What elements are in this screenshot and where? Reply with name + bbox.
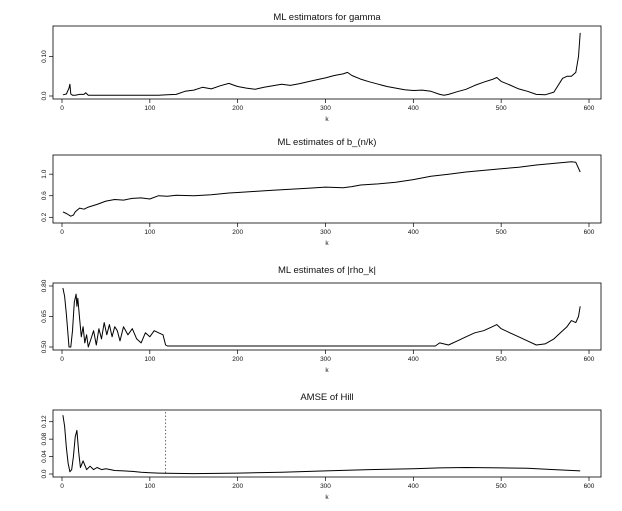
x-tick-label: 600 xyxy=(584,483,595,490)
y-tick-label: 0.12 xyxy=(41,415,48,428)
chart-title: ML estimates of b_(n/k) xyxy=(278,137,377,148)
y-tick-label: 0.0 xyxy=(41,469,48,478)
x-tick-label: 200 xyxy=(232,229,243,236)
x-tick-label: 100 xyxy=(144,105,155,112)
x-tick-label: 500 xyxy=(496,229,507,236)
y-tick-label: 0.80 xyxy=(41,279,48,292)
x-tick-label: 0 xyxy=(60,229,64,236)
x-tick-label: 0 xyxy=(60,356,64,363)
plot-frame xyxy=(52,154,602,224)
y-tick-label: 0.65 xyxy=(41,310,48,323)
x-tick-label: 600 xyxy=(584,229,595,236)
x-tick-label: 500 xyxy=(496,105,507,112)
x-tick-label: 300 xyxy=(320,356,331,363)
series-line xyxy=(62,161,581,217)
y-tick-label: 0.2 xyxy=(41,212,48,221)
x-tick-label: 200 xyxy=(232,105,243,112)
x-tick-label: 200 xyxy=(232,356,243,363)
x-tick-label: 400 xyxy=(408,356,419,363)
x-tick-label: 300 xyxy=(320,483,331,490)
x-tick-label: 500 xyxy=(496,356,507,363)
x-tick-label: 0 xyxy=(60,105,64,112)
x-tick-label: 100 xyxy=(144,356,155,363)
x-tick-label: 300 xyxy=(320,229,331,236)
x-tick-label: 100 xyxy=(144,229,155,236)
x-tick-label: 400 xyxy=(408,105,419,112)
x-axis-label: k xyxy=(325,494,329,501)
y-tick-label: 0.6 xyxy=(41,191,48,200)
chart-title: AMSE of Hill xyxy=(300,392,353,403)
series-line xyxy=(62,287,581,348)
x-tick-label: 500 xyxy=(496,483,507,490)
y-tick-label: 0.10 xyxy=(41,50,48,63)
x-tick-label: 600 xyxy=(584,356,595,363)
x-axis-label: k xyxy=(325,240,329,247)
plot-frame xyxy=(52,409,602,478)
x-tick-label: 600 xyxy=(584,105,595,112)
x-tick-label: 300 xyxy=(320,105,331,112)
chart-title: ML estimators for gamma xyxy=(273,12,381,23)
chart-title: ML estimates of |rho_k| xyxy=(278,265,376,276)
x-tick-label: 400 xyxy=(408,483,419,490)
plot-frame xyxy=(52,25,602,100)
x-axis-label: k xyxy=(325,367,329,374)
series-line xyxy=(62,32,581,96)
plot-frame xyxy=(52,282,602,351)
x-tick-label: 0 xyxy=(60,483,64,490)
x-tick-label: 400 xyxy=(408,229,419,236)
x-tick-label: 100 xyxy=(144,483,155,490)
x-tick-label: 200 xyxy=(232,483,243,490)
y-tick-label: 0.04 xyxy=(41,450,48,463)
series-line xyxy=(62,415,581,475)
x-axis-label: k xyxy=(325,116,329,123)
y-tick-label: 1.0 xyxy=(41,169,48,178)
y-tick-label: 0.50 xyxy=(41,340,48,353)
y-tick-label: 0.0 xyxy=(41,91,48,100)
y-tick-label: 0.08 xyxy=(41,432,48,445)
